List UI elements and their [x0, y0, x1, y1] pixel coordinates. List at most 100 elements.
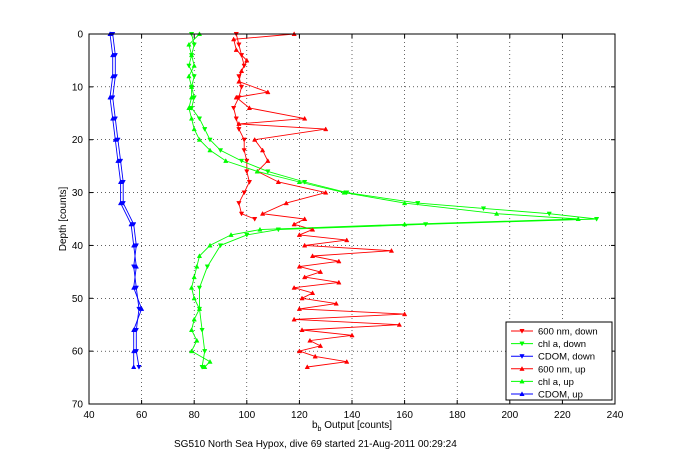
legend-box [505, 321, 613, 401]
data-point [191, 295, 197, 301]
y-tick-label: 60 [72, 347, 84, 358]
data-point [304, 364, 310, 370]
data-point [191, 42, 197, 48]
data-point [296, 179, 303, 185]
legend-item: 600 nm, down [511, 327, 598, 338]
data-point [207, 137, 213, 143]
data-point [199, 327, 205, 333]
legend-marker [519, 378, 525, 384]
data-point [217, 148, 224, 154]
data-point [188, 327, 195, 333]
data-point [110, 52, 116, 58]
data-point [188, 115, 195, 121]
data-point [302, 242, 308, 248]
x-tick-label: 180 [449, 410, 466, 421]
data-point [309, 253, 316, 259]
x-tick-label: 200 [501, 410, 518, 421]
x-tick-label: 140 [344, 410, 361, 421]
data-point [291, 316, 297, 322]
data-point [296, 263, 303, 269]
y-tick-label: 50 [72, 294, 84, 305]
y-tick-label: 40 [72, 241, 84, 252]
data-point [254, 168, 260, 174]
data-point [296, 232, 303, 237]
x-tick-label: 100 [238, 410, 255, 421]
legend-label: 600 nm, down [538, 327, 598, 338]
data-point [196, 306, 203, 311]
data-point [344, 358, 350, 364]
data-point [133, 263, 139, 269]
data-point [131, 348, 137, 354]
data-point [138, 306, 145, 311]
data-point [241, 190, 247, 196]
data-point [480, 206, 487, 212]
data-point [575, 216, 581, 222]
y-axis-ticks: 0 10 20 30 40 50 60 70 [72, 30, 615, 411]
data-point [191, 62, 197, 68]
data-point [115, 158, 121, 163]
data-point [236, 127, 242, 132]
y-tick-label: 20 [72, 135, 84, 146]
data-point [494, 210, 500, 216]
data-point [207, 147, 213, 153]
data-point [257, 226, 263, 232]
data-point [110, 115, 116, 121]
data-point [307, 337, 313, 343]
data-point [186, 63, 192, 69]
legend-marker [519, 341, 525, 347]
legend-marker [519, 354, 525, 359]
legend-label: 600 nm, up [538, 364, 586, 375]
data-point [309, 290, 316, 296]
data-point [236, 42, 242, 48]
data-point [312, 353, 318, 359]
data-point [323, 126, 329, 132]
data-point [238, 68, 245, 74]
data-point [296, 348, 303, 354]
data-point [244, 158, 250, 164]
legend-label: CDOM, up [538, 390, 583, 401]
data-point [196, 136, 203, 142]
data-point [238, 211, 245, 217]
legend-label: chl a, down [538, 339, 586, 350]
data-point [317, 269, 324, 274]
data-point [194, 263, 200, 269]
data-point [299, 295, 305, 301]
data-point [233, 47, 239, 52]
legend-marker [519, 366, 525, 371]
data-point [217, 243, 224, 249]
data-point [246, 179, 253, 185]
data-point [349, 332, 355, 338]
data-point [233, 116, 239, 122]
series-cdom-down [110, 31, 142, 370]
data-point [112, 136, 118, 142]
series-cdom-up [107, 31, 145, 370]
data-point [131, 242, 137, 248]
data-point [191, 126, 197, 132]
data-point [401, 200, 408, 206]
data-series-layer [107, 31, 600, 370]
x-tick-label: 240 [607, 410, 624, 421]
data-point [188, 348, 195, 354]
data-point [252, 216, 258, 222]
data-point [291, 221, 297, 227]
data-point [244, 169, 250, 175]
series-chl-a-up [186, 31, 581, 370]
data-point [196, 285, 203, 291]
data-point [265, 89, 271, 95]
x-tick-label: 60 [136, 410, 148, 421]
data-point [401, 221, 408, 227]
data-point [107, 94, 113, 100]
data-point [207, 358, 213, 364]
y-tick-label: 70 [72, 400, 84, 411]
data-point [388, 247, 395, 253]
data-point [131, 284, 137, 290]
legend-item: CDOM, up [511, 390, 583, 401]
x-tick-label: 220 [554, 410, 571, 421]
data-point [546, 211, 552, 217]
legend-label: CDOM, down [538, 352, 595, 363]
legend-label: chl a, up [538, 377, 574, 388]
data-point [401, 311, 408, 317]
data-point [259, 210, 266, 216]
legend-marker [519, 328, 525, 334]
